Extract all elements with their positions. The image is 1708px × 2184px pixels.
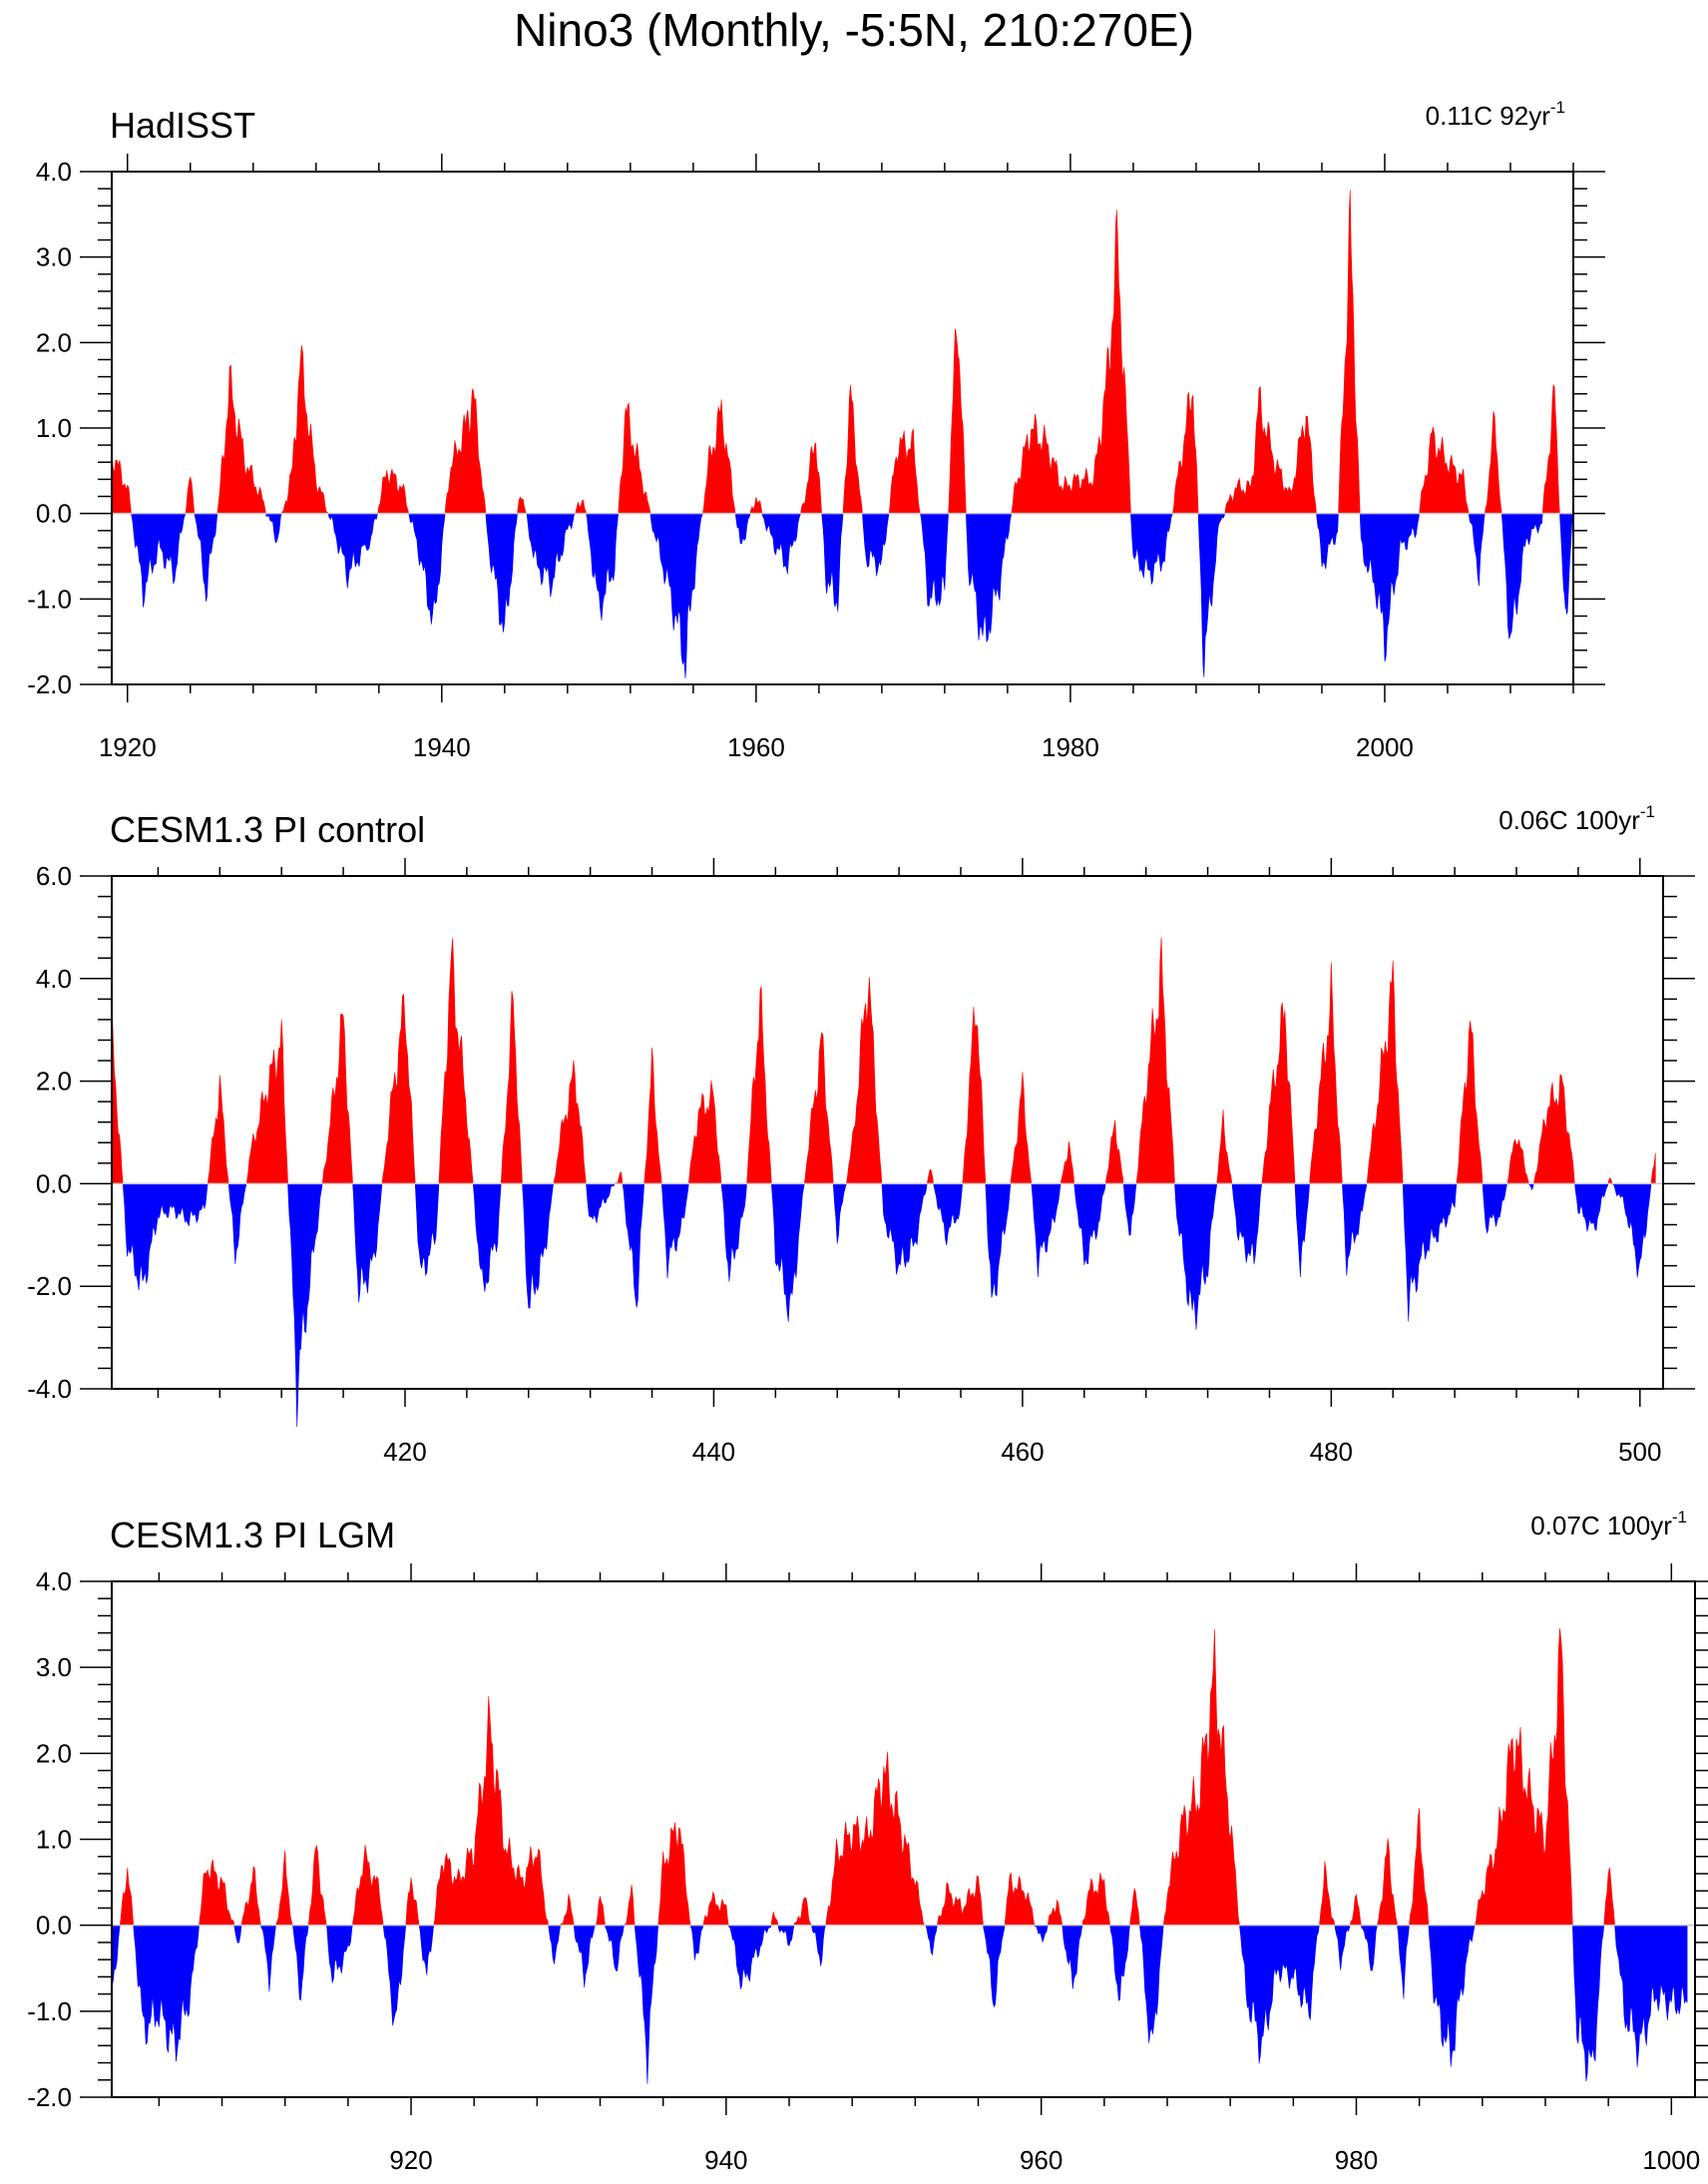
y-tick-label: -4.0: [27, 1374, 72, 1404]
y-tick-label: 3.0: [36, 1652, 72, 1682]
x-tick-label: 440: [692, 1437, 735, 1467]
y-tick-label: 4.0: [36, 157, 72, 187]
y-tick-label: 1.0: [36, 413, 72, 443]
y-tick-label: 6.0: [36, 861, 72, 891]
panel-pi-control: -4.0 -2.0 0.0 2.0 4.0 6.0 420 440 460 480 500 CESM1…: [27, 802, 1695, 1467]
y-tick-label: 2.0: [36, 1738, 72, 1768]
x-tick-label: 920: [389, 2145, 432, 2175]
y-tick-label: -2.0: [27, 669, 72, 699]
trend-text: 0.07C 100yr: [1530, 1511, 1672, 1540]
y-tick-label: 0.0: [36, 1168, 72, 1198]
y-tick-label: 4.0: [36, 1566, 72, 1596]
x-tick-label: 1000: [1642, 2145, 1700, 2175]
panel-hadisst: -2.0 -1.0 0.0 1.0 2.0 3.0 4.0 1920 1940 1960 1980 2…: [27, 98, 1605, 762]
y-tick-label: -1.0: [27, 1996, 72, 2026]
trend-exponent: -1: [1672, 1508, 1687, 1527]
plot-frame: [111, 875, 1664, 1390]
y-tick-label: 0.0: [36, 1911, 72, 1941]
trend-label: 0.11C 92yr-1: [1426, 98, 1565, 131]
x-tick-label: 1980: [1042, 732, 1099, 762]
x-tick-label: 460: [1001, 1437, 1044, 1467]
trend-label: 0.06C 100yr-1: [1498, 802, 1655, 835]
positive-anomaly-area: [111, 190, 1574, 514]
x-tick-label: 960: [1020, 2145, 1063, 2175]
x-tick-label: 480: [1310, 1437, 1353, 1467]
panel-title-pi-control: CESM1.3 PI control: [110, 809, 425, 850]
panel-title-hadisst: HadISST: [110, 105, 255, 146]
x-tick-label: 980: [1335, 2145, 1378, 2175]
negative-anomaly-area: [111, 1925, 1688, 2084]
y-tick-label: 3.0: [36, 242, 72, 272]
x-tick-label: 940: [704, 2145, 747, 2175]
trend-exponent: -1: [1640, 802, 1655, 821]
y-tick-label: 2.0: [36, 1067, 72, 1096]
trend-exponent: -1: [1550, 98, 1565, 117]
trend-label: 0.07C 100yr-1: [1530, 1508, 1687, 1540]
positive-anomaly-area: [111, 937, 1656, 1184]
y-tick-label: -1.0: [27, 584, 72, 614]
trend-text: 0.11C 92yr: [1426, 101, 1551, 131]
y-tick-label: 4.0: [36, 964, 72, 994]
x-tick-label: 1960: [727, 732, 785, 762]
x-tick-label: 500: [1618, 1437, 1661, 1467]
y-tick-label: 0.0: [36, 499, 72, 529]
plot-frame: [111, 1580, 1696, 2098]
panel-pi-lgm: -2.0 -1.0 0.0 1.0 2.0 3.0 4.0 920 940 960 980 1000 C…: [27, 1508, 1708, 2175]
x-tick-label: 2000: [1356, 732, 1414, 762]
positive-anomaly-area: [119, 1627, 1615, 1926]
x-tick-label: 1940: [413, 732, 471, 762]
negative-anomaly-area: [122, 1183, 1652, 1428]
y-tick-label: 2.0: [36, 327, 72, 357]
y-tick-label: 1.0: [36, 1825, 72, 1855]
panel-title-pi-lgm: CESM1.3 PI LGM: [110, 1515, 395, 1555]
figure-title: Nino3 (Monthly, -5:5N, 210:270E): [514, 4, 1194, 56]
trend-text: 0.06C 100yr: [1498, 805, 1640, 835]
x-tick-label: 420: [383, 1437, 426, 1467]
negative-anomaly-area: [131, 513, 1573, 678]
y-tick-label: -2.0: [27, 1271, 72, 1301]
y-tick-label: -2.0: [27, 2082, 72, 2112]
x-tick-label: 1920: [99, 732, 157, 762]
